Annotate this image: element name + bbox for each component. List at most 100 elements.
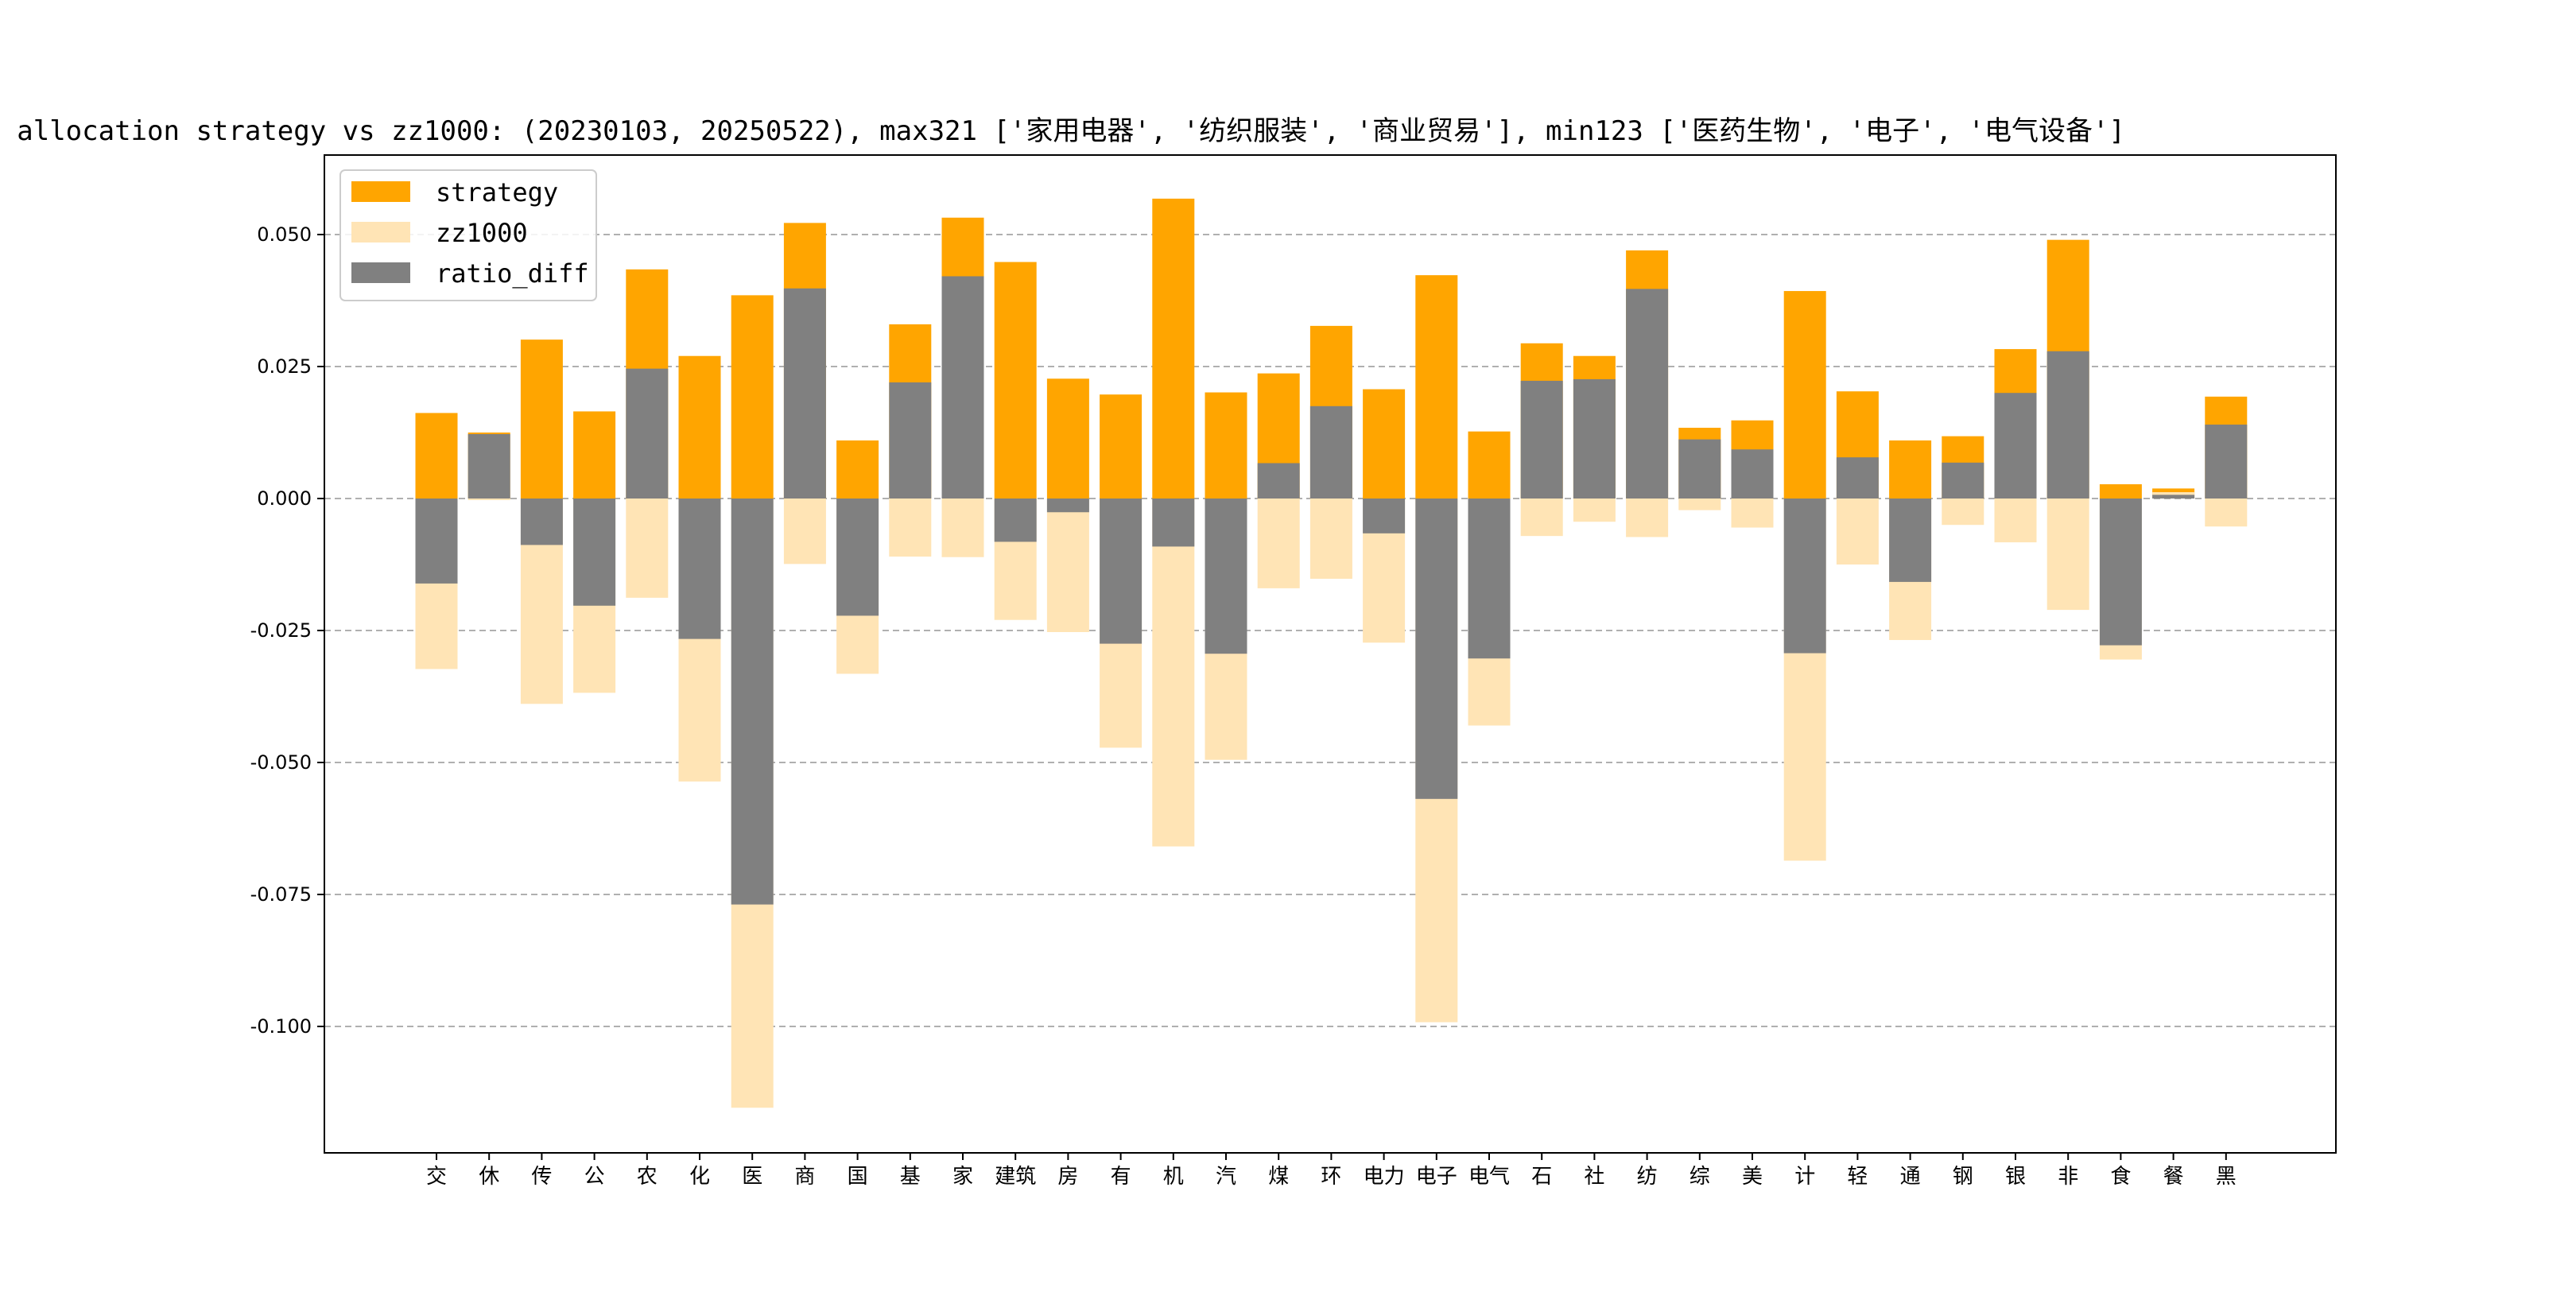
legend: strategy zz1000 ratio_diff <box>339 169 597 301</box>
bar-strategy <box>573 411 616 499</box>
x-tick-label: 休 <box>479 1165 499 1189</box>
x-tick-label: 综 <box>1690 1165 1710 1189</box>
x-tick-label: 餐 <box>2163 1165 2184 1189</box>
x-tick-label: 有 <box>1111 1165 1131 1189</box>
x-tick-label: 电子 <box>1416 1165 1457 1189</box>
bar-ratio-diff <box>1678 439 1721 499</box>
bar-ratio-diff <box>836 499 879 616</box>
bar-ratio-diff <box>1046 499 1089 513</box>
bar-ratio-diff <box>1415 499 1458 799</box>
bar-ratio-diff <box>2099 499 2142 646</box>
bar-strategy <box>731 295 774 499</box>
x-tick-label: 医 <box>742 1165 762 1189</box>
bar-ratio-diff <box>1573 378 1616 499</box>
x-tick-label: 美 <box>1742 1165 1763 1189</box>
bar-ratio-diff <box>520 499 563 545</box>
plot-frame <box>324 154 2337 1154</box>
bar-strategy <box>415 413 458 499</box>
bar-ratio-diff <box>678 499 721 639</box>
bar-ratio-diff <box>1836 457 1879 499</box>
bar-strategy <box>1889 440 1932 499</box>
bar-zz1000 <box>941 499 984 557</box>
x-tick-label: 基 <box>900 1165 921 1189</box>
x-tick-label: 房 <box>1057 1165 1078 1189</box>
bar-zz1000 <box>2046 499 2089 611</box>
bar-ratio-diff <box>1309 405 1352 499</box>
bar-ratio-diff <box>1363 499 1406 533</box>
bar-strategy <box>520 339 563 499</box>
x-tick-label: 交 <box>426 1165 447 1189</box>
bar-ratio-diff <box>626 368 669 499</box>
bar-ratio-diff <box>1152 499 1195 547</box>
bar-ratio-diff <box>1520 380 1563 499</box>
bar-strategy <box>2099 484 2142 499</box>
bar-ratio-diff <box>1889 499 1932 582</box>
bar-strategy <box>1100 394 1143 499</box>
x-tick-label: 农 <box>637 1165 658 1189</box>
bar-zz1000 <box>889 499 932 557</box>
x-tick-label: 国 <box>848 1165 868 1189</box>
x-tick-label: 化 <box>689 1165 710 1189</box>
y-tick-label: -0.050 <box>250 751 312 774</box>
bar-strategy <box>994 262 1037 499</box>
x-tick-label: 煤 <box>1268 1165 1289 1189</box>
y-tick-label: -0.100 <box>250 1015 312 1038</box>
x-tick-label: 商 <box>794 1165 815 1189</box>
bar-zz1000 <box>1520 499 1563 537</box>
x-tick-label: 计 <box>1794 1165 1815 1189</box>
bar-strategy <box>1468 431 1511 499</box>
bar-zz1000 <box>1257 499 1300 588</box>
bar-ratio-diff <box>2205 425 2248 499</box>
bars <box>415 198 2248 1108</box>
bar-zz1000 <box>1731 499 1774 528</box>
x-tick-label: 公 <box>584 1165 605 1189</box>
bar-ratio-diff <box>2152 495 2195 499</box>
y-axis: 0.050 0.025 0.000 -0.025 -0.050 -0.075 -0.100 <box>250 223 324 1038</box>
legend-label-strategy: strategy <box>436 177 558 208</box>
bar-strategy <box>1205 392 1247 499</box>
x-axis: 交 休 传 公 农 化 医 商 国 基 家建筑房 有 机 汽 煤 环电力 电子 电气石 社 纺 综 美 计 轻 通 钢 银 非 食 餐 黑 <box>426 1153 2237 1189</box>
bar-ratio-diff <box>415 499 458 584</box>
x-tick-label: 电力 <box>1364 1165 1405 1189</box>
chart-title: industry allocation strategy vs zz1000: … <box>0 115 2125 147</box>
bar-zz1000 <box>1309 499 1352 579</box>
bar-ratio-diff <box>467 433 510 499</box>
x-tick-label: 环 <box>1321 1165 1341 1189</box>
bar-strategy <box>1415 275 1458 499</box>
bar-zz1000 <box>1046 499 1089 632</box>
bar-ratio-diff <box>1257 463 1300 499</box>
bar-strategy <box>1046 378 1089 499</box>
bar-strategy <box>1783 291 1826 499</box>
x-tick-label: 家 <box>952 1165 973 1189</box>
bar-zz1000 <box>467 499 510 500</box>
x-tick-label: 建筑 <box>995 1165 1036 1189</box>
legend-swatch-zz1000 <box>351 222 410 242</box>
x-tick-label: 机 <box>1163 1165 1184 1189</box>
bar-ratio-diff <box>994 499 1037 542</box>
bar-ratio-diff <box>1468 499 1511 659</box>
bar-zz1000 <box>1678 499 1721 510</box>
bar-zz1000 <box>783 499 826 565</box>
legend-swatch-ratio-diff <box>351 262 410 283</box>
legend-label-ratio-diff: ratio_diff <box>436 258 589 289</box>
bar-ratio-diff <box>1731 449 1774 499</box>
x-tick-label: 食 <box>2110 1165 2131 1189</box>
bar-ratio-diff <box>1783 499 1826 654</box>
x-tick-label: 通 <box>1900 1165 1921 1189</box>
x-tick-label: 社 <box>1584 1165 1604 1189</box>
y-tick-label: 0.050 <box>257 223 312 246</box>
y-tick-label: -0.075 <box>250 883 312 906</box>
bar-zz1000 <box>1626 499 1669 537</box>
bar-zz1000 <box>1994 499 2037 543</box>
x-tick-label: 石 <box>1531 1165 1552 1189</box>
bar-zz1000 <box>1152 499 1195 847</box>
bar-strategy <box>1152 198 1195 499</box>
legend-label-zz1000: zz1000 <box>436 218 528 248</box>
bar-ratio-diff <box>1626 289 1669 499</box>
x-tick-label: 电气 <box>1468 1165 1510 1189</box>
bar-ratio-diff <box>941 276 984 499</box>
x-tick-label: 黑 <box>2216 1165 2237 1189</box>
x-tick-label: 纺 <box>1637 1165 1658 1189</box>
bar-zz1000 <box>2205 499 2248 527</box>
bar-ratio-diff <box>1205 499 1247 654</box>
